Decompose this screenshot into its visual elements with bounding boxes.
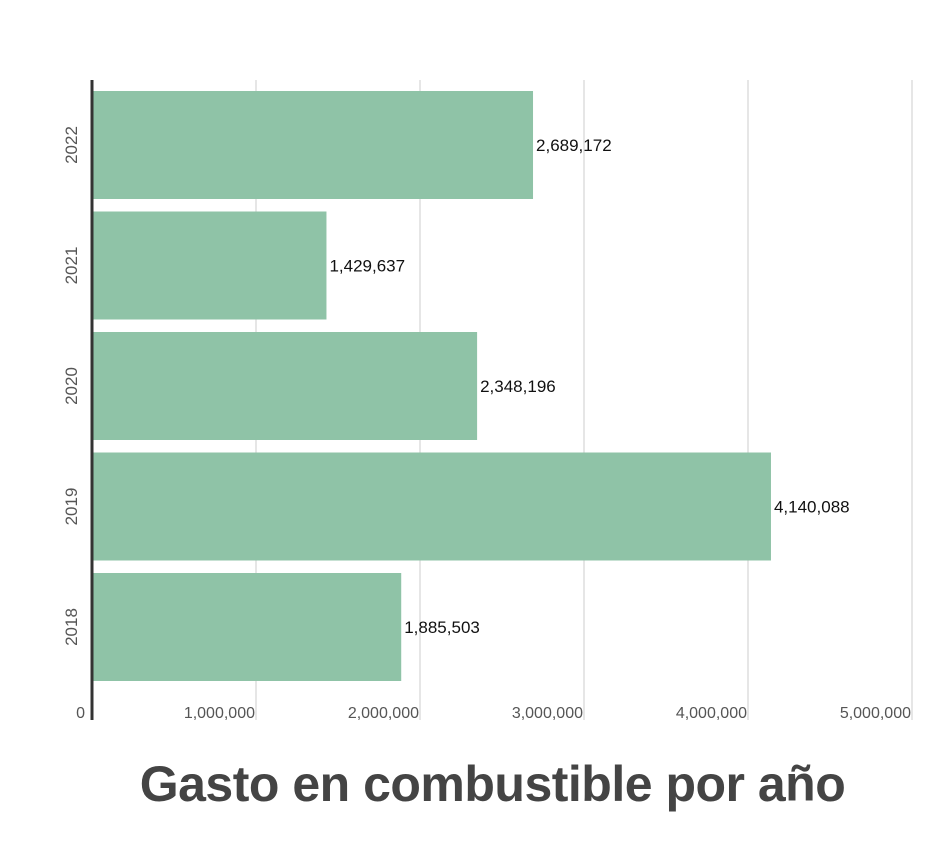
x-tick-label: 5,000,000 [840, 705, 911, 722]
data-label: 1,429,637 [329, 257, 405, 276]
x-tick-label: 4,000,000 [676, 705, 747, 722]
bar [92, 211, 327, 320]
bars [92, 91, 771, 681]
x-tick-label: 1,000,000 [184, 705, 255, 722]
category-label: 2022 [62, 126, 81, 164]
category-label: 2021 [62, 247, 81, 285]
bar [92, 573, 402, 681]
x-tick-label: 3,000,000 [512, 705, 583, 722]
bar [92, 332, 478, 440]
category-label: 2020 [62, 367, 81, 405]
x-tick-label: 2,000,000 [348, 705, 419, 722]
data-label: 2,689,172 [536, 136, 612, 155]
chart-title: Gasto en combustible por año [139, 756, 846, 812]
category-label: 2018 [62, 608, 81, 646]
data-label: 4,140,088 [774, 498, 850, 517]
labels: 0 1,000,000 2,000,000 3,000,000 4,000,000 5,0… [62, 126, 911, 722]
bar [92, 452, 771, 561]
category-label: 2019 [62, 488, 81, 526]
data-label: 2,348,196 [480, 377, 556, 396]
x-tick-label: 0 [76, 705, 85, 722]
bar [92, 91, 534, 199]
data-label: 1,885,503 [404, 618, 480, 637]
